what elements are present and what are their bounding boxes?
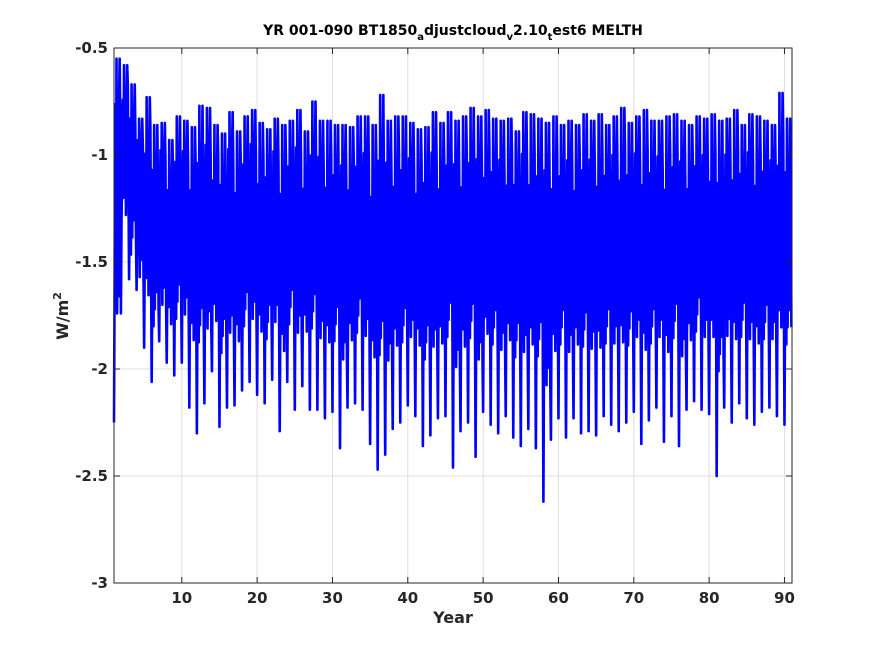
chart-title-part-5: t [548, 32, 553, 43]
x-tick-labels: 10 20 30 40 50 60 70 80 90 [171, 589, 795, 607]
tick-marks [114, 47, 792, 584]
y-tick-label: -1.5 [75, 253, 108, 271]
y-tick-label: -2.5 [75, 467, 108, 485]
chart-title-part-3: v [507, 32, 514, 43]
y-tick-labels: -3 -2.5 -2 -1.5 -1 -0.5 [75, 39, 108, 592]
axes-box [113, 47, 793, 584]
y-tick-label: -0.5 [75, 39, 108, 57]
x-tick-label: 10 [171, 589, 192, 607]
x-tick-label: 50 [473, 589, 494, 607]
chart-title-part-0: YR 001-090 BT1850 [262, 23, 417, 39]
series-line [112, 57, 793, 503]
x-tick-label: 40 [397, 589, 418, 607]
x-tick-label: 60 [548, 589, 569, 607]
chart-title-part-1: a [417, 32, 424, 43]
chart-title: YR 001-090 BT1850adjustcloudv2.10test6 M… [262, 23, 643, 43]
y-axis-label-sup: 2 [51, 292, 64, 300]
x-tick-label: 90 [774, 589, 795, 607]
y-axis-label-base: W/m [53, 300, 72, 340]
chart-title-part-2: djustcloud [424, 23, 507, 39]
x-axis-label: Year [432, 608, 473, 627]
x-tick-label: 80 [699, 589, 720, 607]
x-tick-label: 70 [623, 589, 644, 607]
y-tick-label: -2 [91, 360, 108, 378]
chart-title-part-4: 2.10 [513, 23, 548, 39]
chart-title-part-6: est6 MELTH [552, 23, 643, 39]
y-tick-label: -1 [91, 146, 108, 164]
y-axis-label: W/m2 [51, 292, 72, 340]
x-tick-label: 20 [247, 589, 268, 607]
y-tick-label: -3 [91, 574, 108, 592]
x-tick-label: 30 [322, 589, 343, 607]
series-group [112, 57, 793, 503]
